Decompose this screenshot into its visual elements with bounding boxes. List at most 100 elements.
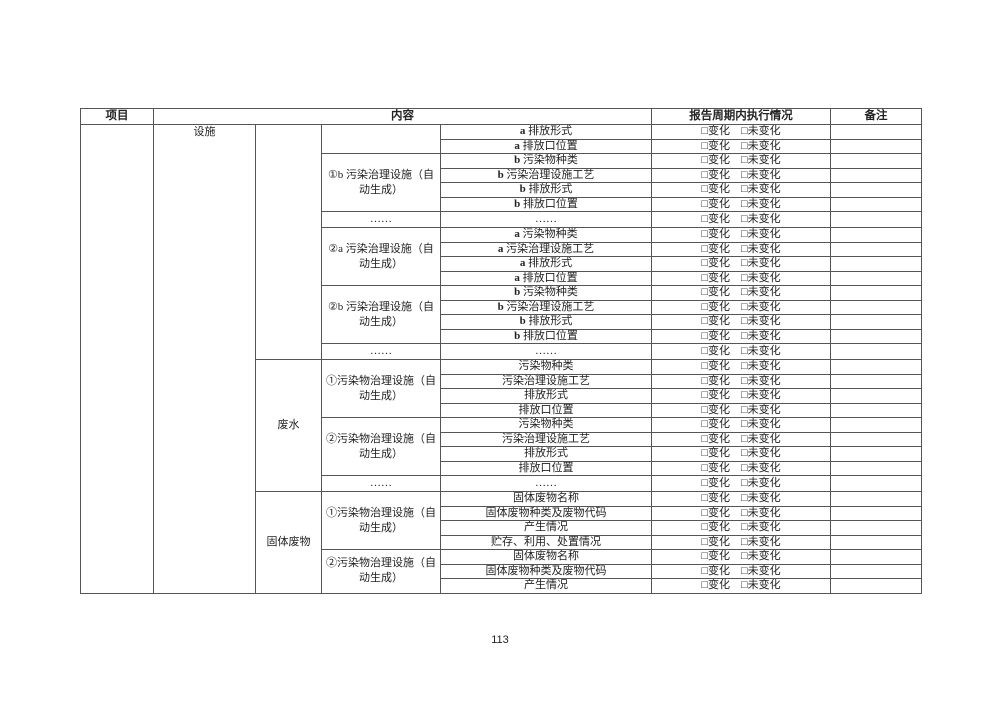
remark-cell bbox=[830, 328, 922, 344]
item-cell: a 排放形式 bbox=[440, 124, 652, 140]
table-header-row: 项目 内容 报告周期内执行情况 备注 bbox=[80, 108, 922, 125]
facility-cell: ②污染物治理设施（自动生成） bbox=[321, 417, 441, 476]
remark-cell bbox=[830, 196, 922, 212]
remark-cell bbox=[830, 138, 922, 154]
remark-cell bbox=[830, 549, 922, 565]
status-cell: □变化 □未变化 bbox=[651, 182, 831, 198]
item-cell: 污染治理设施工艺 bbox=[440, 431, 652, 447]
status-cell: □变化 □未变化 bbox=[651, 534, 831, 550]
remark-cell bbox=[830, 256, 922, 272]
remark-cell bbox=[830, 431, 922, 447]
remark-cell bbox=[830, 402, 922, 418]
status-cell: □变化 □未变化 bbox=[651, 359, 831, 375]
table-row: b 排放口位置 □变化 □未变化 bbox=[81, 196, 922, 212]
table-row: 产生情况 □变化 □未变化 bbox=[81, 578, 922, 594]
table-row: 排放形式 □变化 □未变化 bbox=[81, 388, 922, 404]
item-cell: b 排放口位置 bbox=[440, 328, 652, 344]
item-cell: b 排放形式 bbox=[440, 182, 652, 198]
table-row: 设施 a 排放形式 □变化 □未变化 bbox=[80, 124, 922, 594]
facility-cell: ②污染物治理设施（自动生成） bbox=[321, 549, 441, 594]
remark-cell bbox=[830, 299, 922, 315]
status-cell: □变化 □未变化 bbox=[651, 491, 831, 507]
status-cell: □变化 □未变化 bbox=[651, 460, 831, 476]
status-cell: □变化 □未变化 bbox=[651, 431, 831, 447]
item-cell: b 污染物种类 bbox=[440, 285, 652, 301]
item-cell: …… bbox=[440, 211, 652, 228]
remark-cell bbox=[830, 491, 922, 507]
table-row: a 排放口位置 □变化 □未变化 bbox=[81, 138, 922, 154]
item-cell: 污染治理设施工艺 bbox=[440, 373, 652, 389]
status-cell: □变化 □未变化 bbox=[651, 373, 831, 389]
category-cell: 设施 bbox=[153, 124, 256, 594]
status-cell: □变化 □未变化 bbox=[651, 563, 831, 579]
status-cell: □变化 □未变化 bbox=[651, 314, 831, 330]
facility-cell: ①污染物治理设施（自动生成） bbox=[321, 359, 441, 418]
remark-cell bbox=[830, 241, 922, 257]
status-cell: □变化 □未变化 bbox=[651, 167, 831, 183]
item-cell: 排放口位置 bbox=[440, 402, 652, 418]
table-row: b 污染治理设施工艺 □变化 □未变化 bbox=[81, 167, 922, 183]
remark-cell bbox=[830, 285, 922, 301]
facility-cell: …… bbox=[321, 343, 441, 360]
item-cell: 固体废物种类及废物代码 bbox=[440, 563, 652, 579]
item-cell: b 污染物种类 bbox=[440, 153, 652, 169]
remark-cell bbox=[830, 534, 922, 550]
table-row: 固体废物 ①污染物治理设施（自动生成） 固体废物名称 □变化 □未变化 bbox=[81, 491, 922, 594]
remark-cell bbox=[830, 314, 922, 330]
item-cell: 排放口位置 bbox=[440, 460, 652, 476]
status-cell: □变化 □未变化 bbox=[651, 475, 831, 492]
status-cell: □变化 □未变化 bbox=[651, 153, 831, 169]
table-row: 污染治理设施工艺 □变化 □未变化 bbox=[81, 373, 922, 389]
status-cell: □变化 □未变化 bbox=[651, 388, 831, 404]
remark-cell bbox=[830, 388, 922, 404]
item-cell: 贮存、利用、处置情况 bbox=[440, 534, 652, 550]
section-cell bbox=[255, 124, 322, 360]
table-row: ………… □变化 □未变化 bbox=[81, 211, 922, 228]
item-cell: …… bbox=[440, 475, 652, 492]
change-report-table: 项目 内容 报告周期内执行情况 备注 设施 a 排放形式 □变化 □未变化 a 排放口… bbox=[80, 108, 922, 594]
remark-cell bbox=[830, 182, 922, 198]
facility-cell: ②b 污染治理设施（自动生成） bbox=[321, 285, 441, 344]
item-cell: 产生情况 bbox=[440, 520, 652, 536]
header-remark: 备注 bbox=[830, 108, 922, 125]
status-cell: □变化 □未变化 bbox=[651, 211, 831, 228]
remark-cell bbox=[830, 475, 922, 492]
remark-cell bbox=[830, 460, 922, 476]
item-cell: 固体废物种类及废物代码 bbox=[440, 505, 652, 521]
table-row: a 排放口位置 □变化 □未变化 bbox=[81, 270, 922, 286]
item-cell: …… bbox=[440, 343, 652, 360]
facility-cell: …… bbox=[321, 211, 441, 228]
item-cell: b 污染治理设施工艺 bbox=[440, 299, 652, 315]
section-cell: 固体废物 bbox=[255, 491, 322, 594]
status-cell: □变化 □未变化 bbox=[651, 328, 831, 344]
status-cell: □变化 □未变化 bbox=[651, 124, 831, 140]
remark-cell bbox=[830, 270, 922, 286]
status-cell: □变化 □未变化 bbox=[651, 270, 831, 286]
status-cell: □变化 □未变化 bbox=[651, 549, 831, 565]
section-cell: 废水 bbox=[255, 359, 322, 492]
remark-cell bbox=[830, 343, 922, 360]
status-cell: □变化 □未变化 bbox=[651, 299, 831, 315]
remark-cell bbox=[830, 227, 922, 243]
item-cell: b 排放口位置 bbox=[440, 196, 652, 212]
remark-cell bbox=[830, 417, 922, 433]
status-cell: □变化 □未变化 bbox=[651, 285, 831, 301]
facility-cell: …… bbox=[321, 475, 441, 492]
project-cell bbox=[80, 124, 154, 594]
remark-cell bbox=[830, 124, 922, 140]
item-cell: 排放形式 bbox=[440, 388, 652, 404]
facility-cell: ①b 污染治理设施（自动生成） bbox=[321, 153, 441, 212]
item-cell: 排放形式 bbox=[440, 446, 652, 462]
table-row: ………… □变化 □未变化 bbox=[81, 475, 922, 492]
item-cell: b 污染治理设施工艺 bbox=[440, 167, 652, 183]
facility-cell: ②a 污染治理设施（自动生成） bbox=[321, 227, 441, 286]
header-project: 项目 bbox=[80, 108, 154, 125]
status-cell: □变化 □未变化 bbox=[651, 241, 831, 257]
status-cell: □变化 □未变化 bbox=[651, 578, 831, 594]
remark-cell bbox=[830, 520, 922, 536]
item-cell: 固体废物名称 bbox=[440, 549, 652, 565]
remark-cell bbox=[830, 446, 922, 462]
status-cell: □变化 □未变化 bbox=[651, 256, 831, 272]
item-cell: a 排放口位置 bbox=[440, 270, 652, 286]
item-cell: a 污染治理设施工艺 bbox=[440, 241, 652, 257]
